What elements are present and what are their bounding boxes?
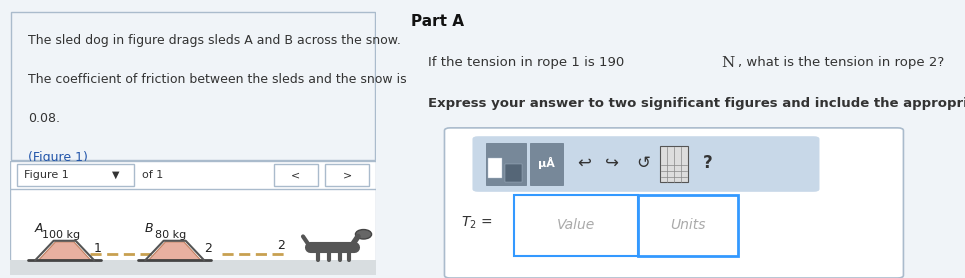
Text: The sled dog in figure drags sleds A and B across the snow.: The sled dog in figure drags sleds A and… bbox=[28, 34, 400, 47]
Text: $T_2$ =: $T_2$ = bbox=[461, 214, 493, 230]
FancyBboxPatch shape bbox=[505, 164, 522, 182]
Text: ↺: ↺ bbox=[636, 154, 650, 172]
FancyBboxPatch shape bbox=[638, 195, 738, 256]
Text: ?: ? bbox=[703, 154, 712, 172]
Text: Figure 1: Figure 1 bbox=[24, 170, 69, 180]
Text: A: A bbox=[35, 222, 43, 235]
Text: B: B bbox=[145, 222, 153, 235]
FancyBboxPatch shape bbox=[274, 164, 317, 186]
Text: Value: Value bbox=[557, 218, 595, 232]
Text: ↩: ↩ bbox=[577, 154, 592, 172]
Text: Express your answer to two significant figures and include the appropriate units: Express your answer to two significant f… bbox=[427, 97, 965, 110]
Polygon shape bbox=[39, 242, 91, 260]
Text: ▼: ▼ bbox=[112, 170, 120, 180]
Text: ↪: ↪ bbox=[605, 154, 620, 172]
FancyBboxPatch shape bbox=[325, 164, 369, 186]
Text: 100 kg: 100 kg bbox=[41, 230, 80, 240]
Text: 2: 2 bbox=[277, 239, 286, 252]
Text: >: > bbox=[343, 170, 351, 180]
Text: <: < bbox=[291, 170, 300, 180]
FancyBboxPatch shape bbox=[530, 143, 564, 185]
Text: 1: 1 bbox=[94, 242, 101, 255]
Text: N: N bbox=[722, 56, 734, 70]
Circle shape bbox=[355, 230, 372, 239]
Text: of 1: of 1 bbox=[142, 170, 163, 180]
FancyBboxPatch shape bbox=[17, 164, 134, 186]
Text: 80 kg: 80 kg bbox=[155, 230, 186, 240]
Polygon shape bbox=[10, 260, 376, 275]
FancyBboxPatch shape bbox=[660, 146, 688, 182]
FancyBboxPatch shape bbox=[486, 143, 526, 185]
FancyBboxPatch shape bbox=[10, 161, 376, 189]
FancyBboxPatch shape bbox=[473, 136, 819, 192]
Text: If the tension in rope 1 is 190: If the tension in rope 1 is 190 bbox=[427, 56, 628, 69]
Text: The coefficient of friction between the sleds and the snow is: The coefficient of friction between the … bbox=[28, 73, 406, 86]
Text: 2: 2 bbox=[204, 242, 211, 255]
FancyBboxPatch shape bbox=[488, 158, 502, 178]
FancyBboxPatch shape bbox=[10, 189, 376, 275]
Text: 0.08.: 0.08. bbox=[28, 112, 60, 125]
Text: (Figure 1): (Figure 1) bbox=[28, 151, 88, 164]
Text: , what is the tension in rope 2?: , what is the tension in rope 2? bbox=[738, 56, 945, 69]
Text: Units: Units bbox=[671, 218, 705, 232]
Polygon shape bbox=[149, 242, 201, 260]
FancyBboxPatch shape bbox=[445, 128, 903, 278]
Text: Part A: Part A bbox=[411, 14, 464, 29]
Text: μÅ: μÅ bbox=[538, 157, 555, 169]
FancyBboxPatch shape bbox=[514, 195, 638, 256]
